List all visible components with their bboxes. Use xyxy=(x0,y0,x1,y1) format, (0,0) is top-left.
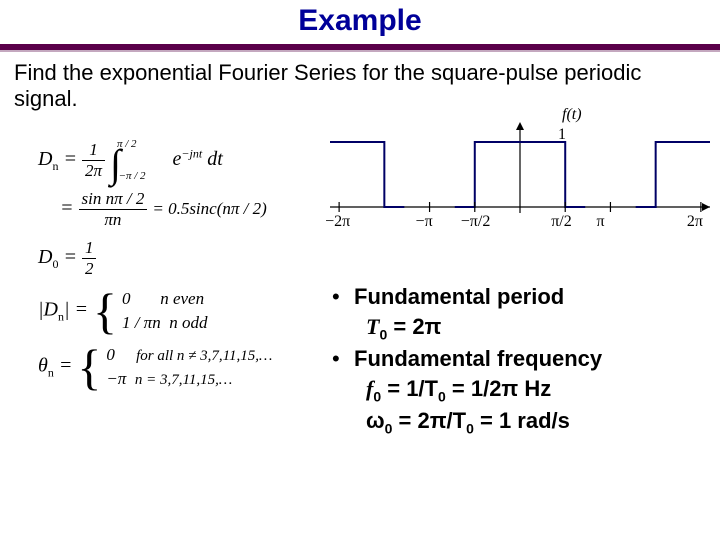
b2wr2: = 1 rad/s xyxy=(474,408,570,433)
bullets: Fundamental period T0 = 2π Fundamental f… xyxy=(330,282,690,438)
bullet-freq: Fundamental frequency xyxy=(330,344,690,374)
frac-den: 2π xyxy=(82,161,105,181)
abs-close: | = xyxy=(64,299,88,321)
equations-column: Dn = 1 2π ∫π / 2−π / 2 e−jnt dt = sin nπ… xyxy=(38,140,298,399)
theta-eq: = xyxy=(59,355,73,377)
tc2c: n = 3,7,11,15,… xyxy=(135,372,232,388)
c1v: 0 xyxy=(122,289,131,308)
tick-label: −π xyxy=(416,213,433,231)
eq-sinc: = sin nπ / 2 πn = 0.5sinc(nπ / 2) xyxy=(38,189,298,230)
b1-body: T0 = 2π xyxy=(330,312,690,344)
brace2: { xyxy=(77,350,101,385)
cases-absDn: 0 n even 1 / πn n odd xyxy=(122,287,208,335)
frac-sinc: sin nπ / 2 πn xyxy=(79,189,148,230)
frac-1-2pi: 1 2π xyxy=(82,140,105,181)
b2r2: = 1/2π Hz xyxy=(446,376,552,401)
b2-head: Fundamental frequency xyxy=(354,346,602,371)
eq-Dn: D xyxy=(38,148,52,170)
half-num: 1 xyxy=(82,238,97,259)
D0-sub: 0 xyxy=(52,257,58,271)
eq-theta: θn = { 0 for all n ≠ 3,7,11,15,… −π n = … xyxy=(38,343,298,391)
c1c: n even xyxy=(160,289,204,308)
b2w: ω xyxy=(366,408,385,433)
int-lower: −π / 2 xyxy=(119,170,146,182)
abs-lhs: |D xyxy=(38,299,58,321)
tick-label: −2π xyxy=(325,213,350,231)
b2wr: = 2π/T xyxy=(392,408,466,433)
b1-eq: = 2π xyxy=(387,314,441,339)
b2fs2: 0 xyxy=(438,388,446,404)
frac-num: 1 xyxy=(82,140,105,161)
b1-head: Fundamental period xyxy=(354,284,564,309)
pulse-svg xyxy=(330,112,710,232)
c2v: 1 / πn xyxy=(122,313,161,332)
signal-chart: f(t) 1 −2π−π−π/2π/2π2π xyxy=(330,112,710,252)
sinc-rhs: = 0.5sinc(nπ / 2) xyxy=(152,199,266,218)
eq-absDn: |Dn| = { 0 n even 1 / πn n odd xyxy=(38,287,298,335)
tc1c: for all n ≠ 3,7,11,15,… xyxy=(136,348,272,364)
half-den: 2 xyxy=(82,259,97,279)
b2fs: 0 xyxy=(373,388,381,404)
sinc-den: πn xyxy=(79,210,148,230)
ft-label: f(t) xyxy=(562,106,582,124)
eq-Dn-sub: n xyxy=(52,159,58,173)
eq-eq3: = xyxy=(63,246,77,268)
b2ws2: 0 xyxy=(466,420,474,436)
dt: dt xyxy=(207,148,223,170)
int-upper: π / 2 xyxy=(117,138,137,150)
c2c: n odd xyxy=(169,313,207,332)
slide-title: Example xyxy=(0,4,720,38)
title-area: Example xyxy=(0,0,720,38)
tick-label: π xyxy=(596,213,604,231)
b1-T: T xyxy=(366,314,379,339)
tc1v: 0 xyxy=(106,345,115,364)
bullet-period: Fundamental period xyxy=(330,282,690,312)
eq-Dn-integral: Dn = 1 2π ∫π / 2−π / 2 e−jnt dt xyxy=(38,140,298,181)
tc2v: −π xyxy=(106,369,126,388)
brace1: { xyxy=(93,294,117,329)
frac-half: 1 2 xyxy=(82,238,97,279)
b2r1: = 1/T xyxy=(381,376,438,401)
cases-theta: 0 for all n ≠ 3,7,11,15,… −π n = 3,7,11,… xyxy=(106,343,272,391)
theta-sub: n xyxy=(48,366,54,380)
eq-D0: D0 = 1 2 xyxy=(38,238,298,279)
D0: D xyxy=(38,246,52,268)
tick-label: π/2 xyxy=(551,213,572,231)
eq-eq: = xyxy=(63,148,77,170)
b2-line2: ω0 = 2π/T0 = 1 rad/s xyxy=(330,406,690,438)
integrand-exp: −jnt xyxy=(181,146,202,160)
b2-line1: f0 = 1/T0 = 1/2π Hz xyxy=(330,374,690,406)
sinc-num: sin nπ / 2 xyxy=(79,189,148,210)
eq-eq2: = xyxy=(60,197,74,219)
tick-label: −π/2 xyxy=(461,213,491,231)
amp-label: 1 xyxy=(558,126,566,144)
theta: θ xyxy=(38,355,48,377)
prompt-text: Find the exponential Fourier Series for … xyxy=(0,52,720,113)
tick-label: 2π xyxy=(687,213,703,231)
